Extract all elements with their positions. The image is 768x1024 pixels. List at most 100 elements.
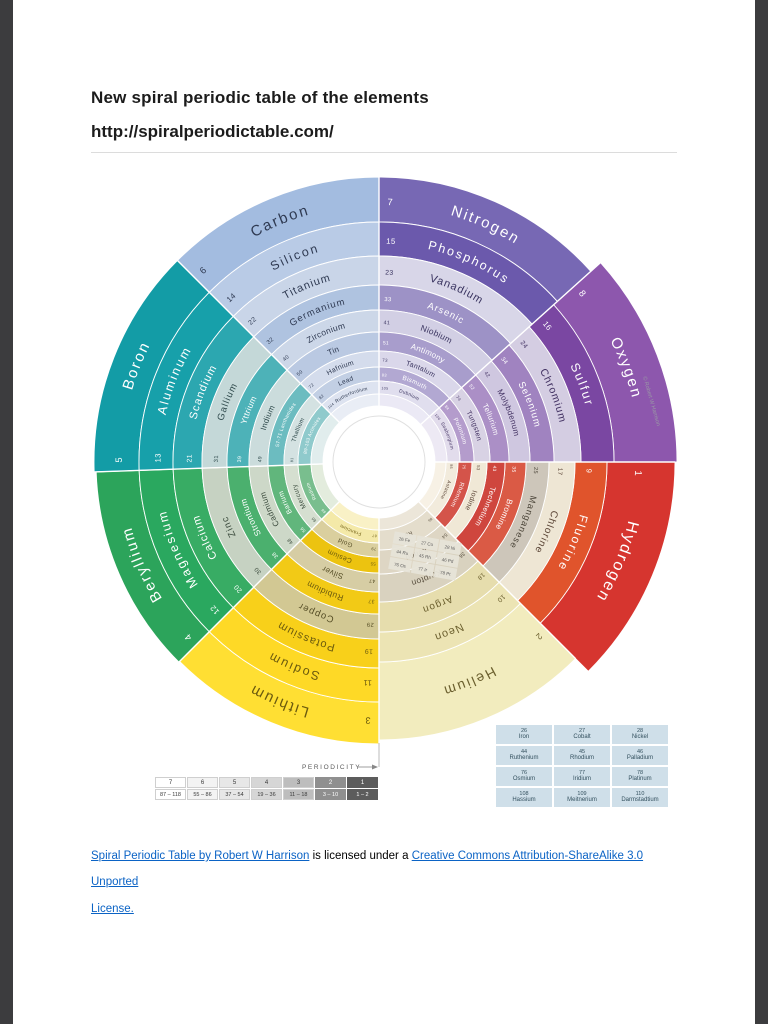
element-number-oxygen: 8 (577, 288, 589, 299)
element-number-potassium: 19 (364, 647, 373, 654)
element-number-calcium: 20 (233, 583, 244, 594)
legend-period-cell-2: 2 (315, 777, 346, 788)
triad-cell-cobalt: 27 Cobalt (554, 725, 610, 744)
sector-divider (412, 262, 601, 432)
triad-cell-rhodium: 45 Rhodium (554, 746, 610, 765)
element-label-tin: Tin (326, 345, 340, 358)
element-number-francium: 87 (372, 533, 377, 537)
element-number-molybdenum: 42 (483, 371, 492, 380)
element-number-tungsten: 74 (455, 395, 462, 403)
element-number-iodine: 53 (476, 465, 481, 471)
element-number-zirconium: 40 (282, 354, 291, 363)
page-url: http://spiralperiodictable.com/ (91, 122, 334, 141)
center-hole (332, 415, 426, 509)
element-number-phosphorus: 15 (386, 237, 396, 246)
element-number-zinc: 30 (254, 565, 264, 575)
element-number-boron: 5 (114, 456, 124, 462)
element-number-tantalum: 73 (382, 358, 388, 363)
element-number-carbon: 6 (198, 264, 209, 276)
license-link-cc-line2[interactable]: License. (91, 902, 134, 915)
element-number-polonium: 84 (444, 405, 450, 411)
triad-cell-darmstadtium: 110 Darmstadtium (612, 788, 668, 807)
element-number-rhenium: 75 (462, 465, 466, 470)
legend-range-cell: 87 – 118 (155, 789, 186, 800)
element-number-bismuth: 83 (382, 372, 388, 377)
element-number-copper: 29 (366, 621, 373, 627)
periodicity-arrowhead-icon (372, 764, 378, 770)
element-number-rubidium: 37 (368, 598, 375, 604)
element-number-antimony: 51 (383, 340, 389, 346)
element-number-indium: 49 (257, 456, 263, 462)
sector-divider (178, 494, 347, 663)
periodicity-label: PERIODICITY (302, 764, 361, 771)
element-number-thallium: 81 (290, 457, 294, 462)
element-number-sodium: 11 (363, 678, 372, 687)
legend-period-cell-3: 3 (283, 777, 314, 788)
element-number-lithium: 3 (364, 715, 371, 725)
sector-divider (94, 462, 334, 473)
triad-cell-ruthenium: 44 Ruthenium (496, 746, 552, 765)
element-number-tin: 50 (296, 369, 305, 378)
element-number-germanium: 32 (266, 337, 275, 346)
element-number-gallium: 31 (214, 455, 220, 462)
element-number-beryllium: 4 (182, 631, 194, 642)
element-number-hafnium: 72 (308, 382, 316, 390)
element-number-radium: 88 (321, 508, 327, 514)
triad-table: 26 Iron 27 Cobalt 28 Nickel 44 Ruthenium 45 Rhodi… (496, 725, 668, 807)
triad-cell-platinum: 78 Platinum (612, 767, 668, 786)
spiral-figure: Carbon 6 Silicon 14 Titanium 22 Germanium 32 Zir… (91, 167, 681, 829)
triad-cell-nickel: 28 Nickel (612, 725, 668, 744)
legend-range-cell: 37 – 54 (219, 789, 250, 800)
element-number-radon: 86 (427, 517, 433, 523)
element-number-xenon: 54 (441, 532, 449, 540)
legend-period-cell-7: 7 (155, 777, 186, 788)
element-number-chlorine: 17 (556, 468, 563, 476)
triad-cell-hassium: 108 Hassium (496, 788, 552, 807)
legend-range-cell: 1 – 2 (347, 789, 378, 800)
license-link-cc[interactable]: Creative Commons Attribution-ShareAlike … (91, 850, 644, 889)
triad-cell-palladium: 46 Palladium (612, 746, 668, 765)
element-number-argon: 18 (476, 571, 486, 581)
legend-period-cell-1: 1 (347, 777, 378, 788)
element-label-radium: Radium (306, 482, 318, 501)
element-number-cadmium: 48 (286, 537, 295, 546)
element-number-mercury: 80 (310, 516, 317, 523)
license-link-title[interactable]: Spiral Periodic Table by Robert W Harris… (91, 850, 310, 862)
element-number-chromium: 24 (519, 340, 529, 351)
element-number-niobium: 41 (383, 320, 390, 326)
legend-period-cell-4: 4 (251, 777, 282, 788)
legend-range-cell: 19 – 36 (251, 789, 282, 800)
element-number-strontium: 38 (271, 550, 280, 559)
page-title: New spiral periodic table of the element… (91, 88, 429, 107)
element-number-neon: 10 (495, 593, 506, 604)
element-number-vanadium: 23 (385, 270, 394, 277)
element-number-helium: 2 (534, 631, 545, 642)
element-number-dubnium: 105 (381, 386, 388, 391)
sector-divider (411, 494, 577, 660)
element-number-selenium: 34 (499, 356, 508, 366)
triad-cell-iridium: 77 Iridium (554, 767, 610, 786)
element-number-tellurium: 52 (468, 383, 476, 391)
element-number-lead: 82 (318, 393, 325, 400)
element-number-yttrium: 39 (237, 456, 243, 463)
triad-cell-meitnerium: 109 Meitnerium (554, 788, 610, 807)
element-number-silver: 47 (369, 577, 375, 583)
element-number-rutherfordium: 104 (327, 402, 335, 410)
element-number-krypton: 36 (457, 550, 466, 559)
license-text: Spiral Periodic Table by Robert W Harris… (91, 843, 677, 922)
element-number-arsenic: 33 (384, 297, 392, 303)
periodicity-legend: 7 6 5 4 3 2 1 87 – 118 55 – 86 37 – 54 19 – 36 11 –… (155, 777, 378, 800)
element-number-barium: 56 (299, 526, 307, 534)
element-number-fluorine: 9 (584, 469, 593, 474)
triad-cell-iron: 26 Iron (496, 725, 552, 744)
element-number-titanium: 22 (247, 316, 258, 327)
element-number-nitrogen: 7 (387, 197, 394, 207)
legend-range-cell: 55 – 86 (187, 789, 218, 800)
element-number-aluminum: 13 (153, 453, 162, 462)
legend-range-cell: 11 – 18 (283, 789, 314, 800)
legend-period-cell-5: 5 (219, 777, 250, 788)
element-number-scandium: 21 (186, 454, 193, 462)
legend-period-cell-6: 6 (187, 777, 218, 788)
